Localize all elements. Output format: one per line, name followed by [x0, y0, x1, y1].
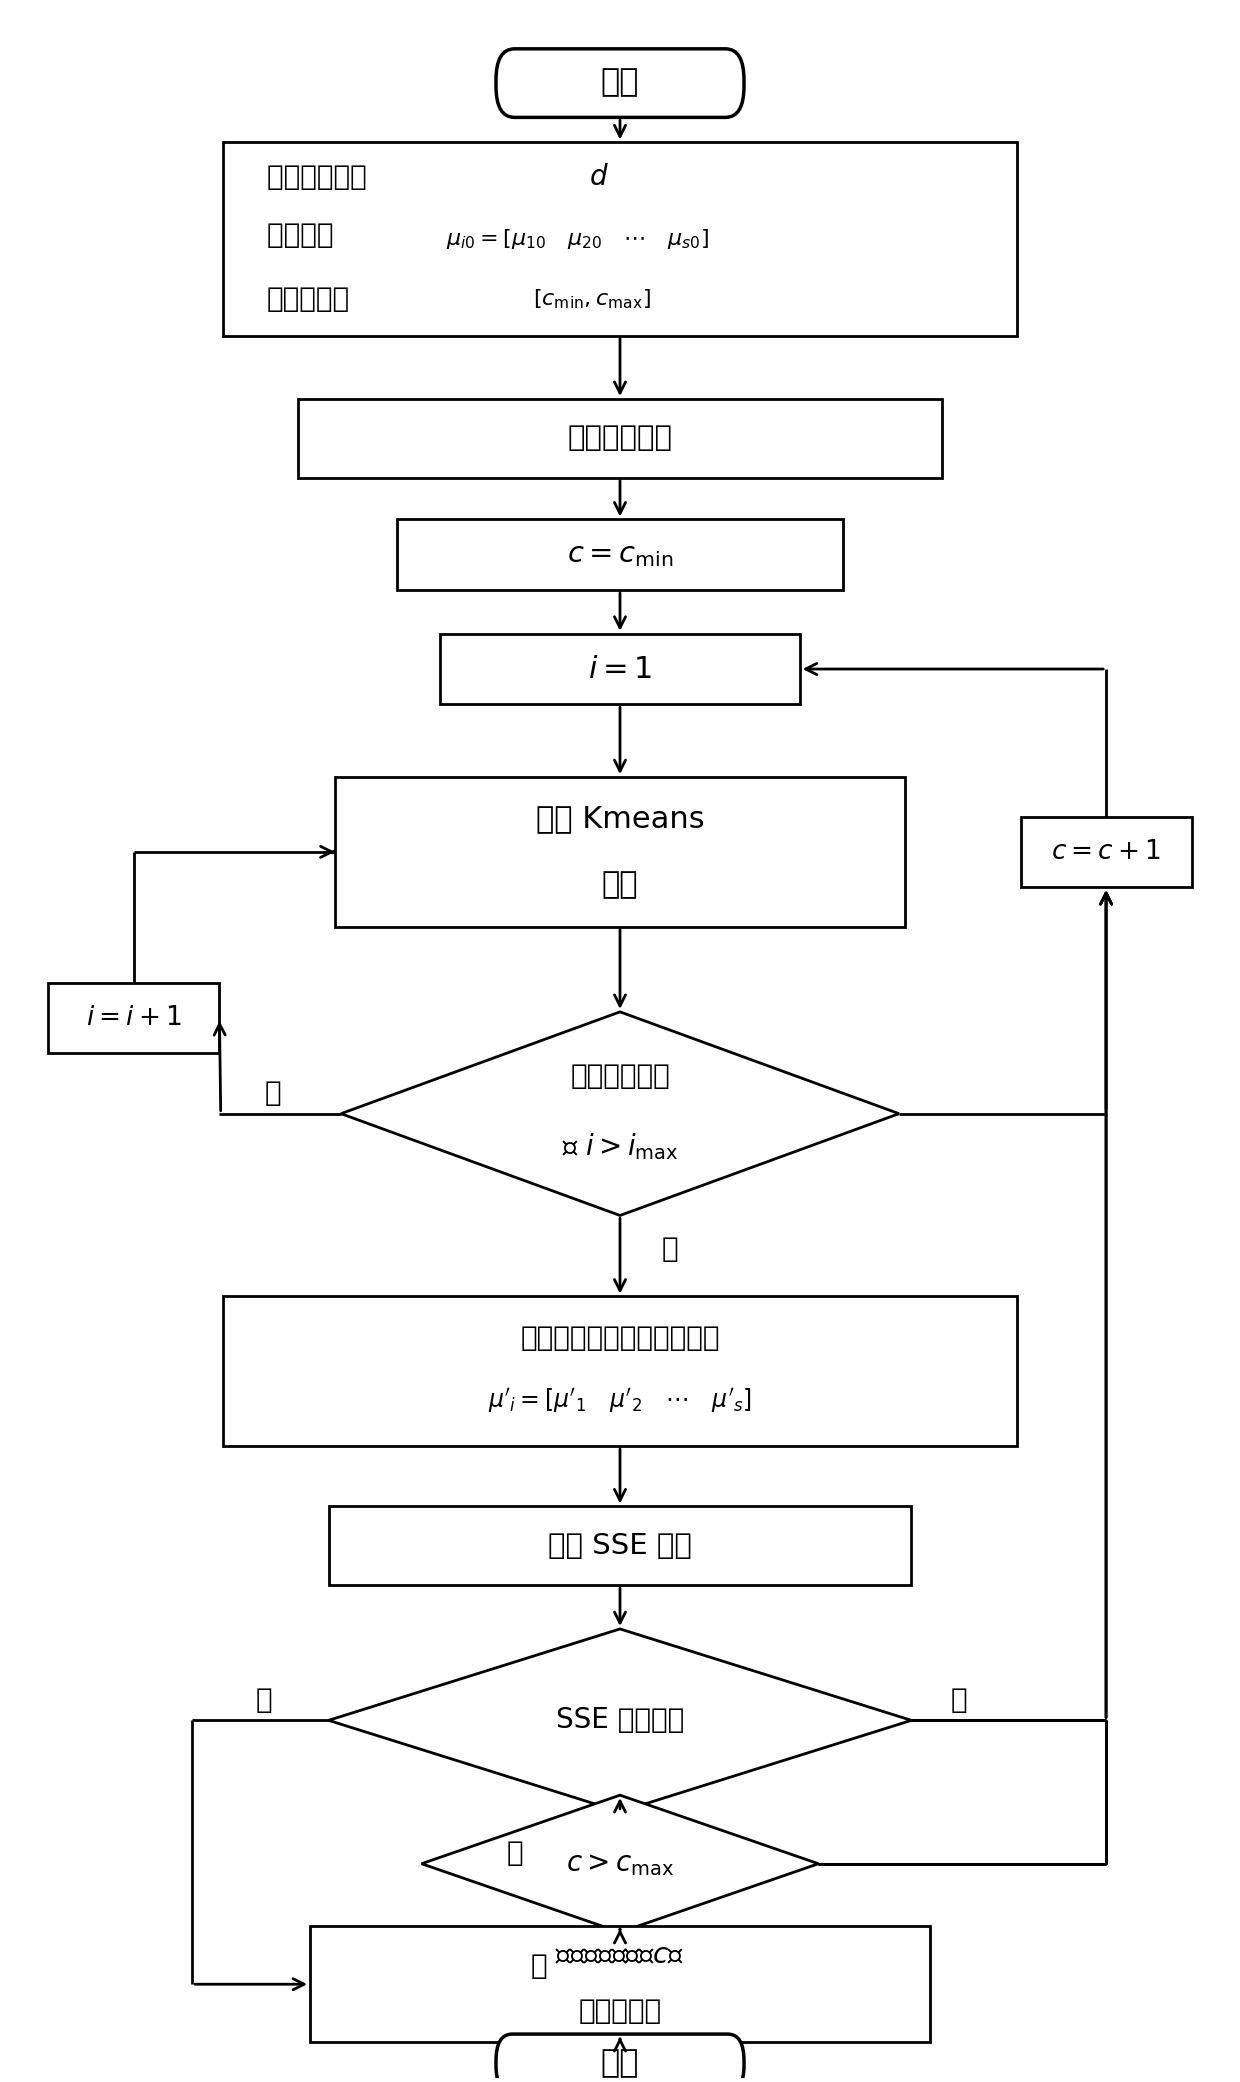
Text: 是: 是 [661, 1235, 678, 1262]
Text: 的聚类结果: 的聚类结果 [578, 1997, 662, 2026]
FancyBboxPatch shape [496, 48, 744, 117]
Text: 开始: 开始 [600, 67, 640, 98]
Polygon shape [329, 1628, 911, 1811]
Text: $\mu_{i0}=[\mu_{10}\quad \mu_{20}\quad \cdots\quad \mu_{s0}]$: $\mu_{i0}=[\mu_{10}\quad \mu_{20}\quad \… [446, 227, 709, 252]
Text: 或 $i>i_{\max}$: 或 $i>i_{\max}$ [562, 1131, 678, 1162]
Text: 算法: 算法 [601, 870, 639, 899]
Bar [397, 518, 843, 589]
Text: 是: 是 [255, 1686, 273, 1713]
Text: $d$: $d$ [589, 162, 609, 192]
Text: SSE 满足阈值: SSE 满足阈值 [556, 1707, 684, 1734]
Text: 否: 否 [506, 1838, 523, 1868]
Polygon shape [422, 1795, 818, 1932]
Bar [223, 142, 1017, 335]
Text: 是: 是 [531, 1951, 548, 1980]
Text: $i=i+1$: $i=i+1$ [86, 1006, 182, 1031]
Text: $i=1$: $i=1$ [588, 654, 652, 683]
Bar [298, 400, 942, 479]
Text: 利用熵权法计算新特征权重: 利用熵权法计算新特征权重 [521, 1324, 719, 1351]
Bar [329, 1507, 911, 1584]
Text: 结束: 结束 [600, 2049, 640, 2078]
Text: 计算特征指标: 计算特征指标 [568, 425, 672, 452]
Bar [310, 1926, 930, 2042]
Text: 聚类数范围: 聚类数范围 [267, 285, 350, 312]
Text: 初始权重: 初始权重 [267, 221, 351, 248]
Text: 输入负荷曲线: 输入负荷曲线 [267, 162, 376, 192]
Text: 否: 否 [264, 1078, 281, 1108]
Text: 聚类中心不变: 聚类中心不变 [570, 1062, 670, 1091]
Bar [335, 777, 905, 926]
FancyBboxPatch shape [496, 2034, 744, 2082]
Text: $c= c_{\min}$: $c= c_{\min}$ [567, 541, 673, 568]
Bar [223, 1297, 1017, 1447]
Bar [440, 633, 800, 704]
Text: 否: 否 [950, 1686, 967, 1713]
Text: 计算 SSE 指标: 计算 SSE 指标 [548, 1532, 692, 1559]
Text: 输出最佳聚类数$c$下: 输出最佳聚类数$c$下 [556, 1940, 684, 1970]
Bar [48, 983, 219, 1053]
Text: 执行 Kmeans: 执行 Kmeans [536, 804, 704, 833]
Bar [1021, 816, 1192, 887]
Polygon shape [341, 1012, 899, 1216]
Text: $[c_{\min},c_{\max}]$: $[c_{\min},c_{\max}]$ [533, 287, 651, 310]
Text: $c>c_{\max}$: $c>c_{\max}$ [565, 1849, 675, 1878]
Text: $c=c+1$: $c=c+1$ [1052, 839, 1161, 864]
Text: $\mu'_i=[\mu'_1\quad \mu'_2\quad \cdots\quad \mu'_s]$: $\mu'_i=[\mu'_1\quad \mu'_2\quad \cdots\… [489, 1387, 751, 1414]
